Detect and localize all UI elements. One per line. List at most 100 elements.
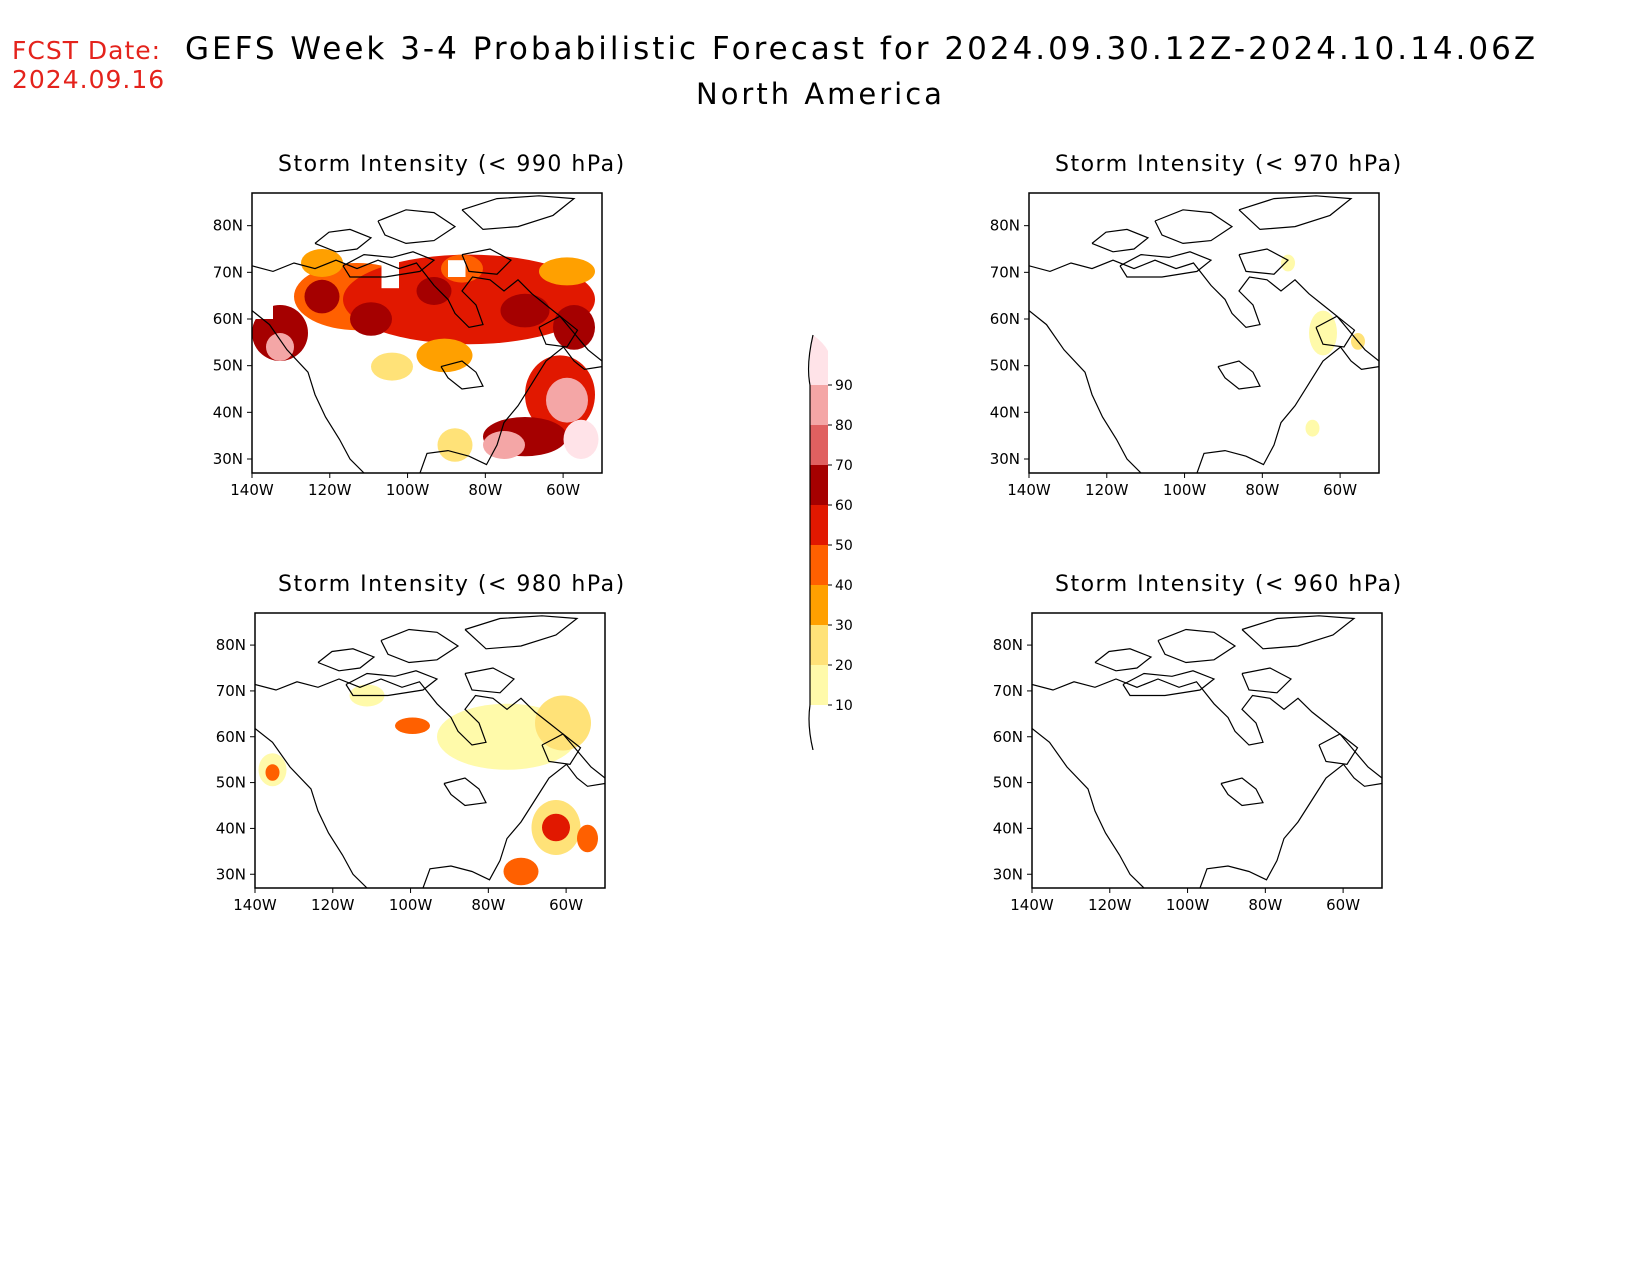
coastline — [464, 667, 516, 694]
coastline — [380, 628, 460, 664]
coastline — [461, 195, 576, 231]
coastline — [461, 248, 512, 275]
map-frame — [1028, 192, 1380, 474]
lon-tick-label: 60W — [1323, 481, 1357, 499]
colorbar-label: 10 — [835, 698, 853, 714]
lon-tick-label: 60W — [546, 481, 580, 499]
coastline — [255, 728, 368, 888]
colorbar-segment — [810, 465, 828, 505]
coastline — [1238, 248, 1289, 275]
lat-tick-label: 70N — [993, 682, 1023, 700]
coastline — [1241, 667, 1293, 694]
probability-region — [577, 824, 598, 853]
panel-title-970: Storm Intensity (< 970 hPa) — [1055, 152, 1403, 177]
lat-tick-label: 80N — [993, 636, 1023, 654]
lat-tick-label: 30N — [216, 865, 246, 883]
lat-tick-label: 60N — [213, 310, 243, 328]
lat-tick-label: 30N — [993, 865, 1023, 883]
probability-region — [500, 293, 550, 328]
fcst-date-label: FCST Date: — [12, 36, 162, 65]
lon-tick-label: 80W — [1245, 481, 1279, 499]
probability-region — [563, 419, 599, 459]
coastline — [252, 259, 602, 362]
lat-tick-label: 50N — [990, 357, 1020, 375]
lon-tick-label: 100W — [386, 481, 430, 499]
colorbar-segment — [810, 545, 828, 585]
coastline — [464, 615, 579, 650]
coastline — [443, 777, 487, 807]
probability-region — [546, 377, 588, 423]
probability-region — [304, 279, 340, 314]
lat-tick-label: 60N — [216, 728, 246, 746]
probability-region — [350, 302, 392, 336]
lat-tick-label: 60N — [990, 310, 1020, 328]
coastline — [1029, 259, 1379, 362]
coastline — [314, 228, 373, 253]
colorbar-label: 30 — [835, 618, 853, 634]
coastline — [1318, 733, 1359, 765]
probability-region — [395, 717, 430, 734]
map-frame — [1031, 612, 1383, 889]
colorbar-segment — [810, 385, 828, 425]
map-panel-990: 30N 40N 50N 60N 70N 80N 140W 120W 100W 80W 60W — [213, 192, 603, 499]
coastline — [1241, 615, 1356, 650]
coastline — [541, 733, 582, 765]
panel-title-990: Storm Intensity (< 990 hPa) — [278, 152, 626, 177]
lat-tick-label: 50N — [213, 357, 243, 375]
probability-region — [1309, 310, 1337, 356]
probability-region — [437, 428, 473, 462]
probability-region — [542, 813, 570, 842]
colorbar-segment — [810, 425, 828, 465]
coastline — [1154, 209, 1234, 245]
lat-tick-label: 80N — [990, 217, 1020, 235]
lon-tick-label: 140W — [233, 896, 277, 914]
map-frame — [254, 612, 606, 889]
colorbar-segment — [810, 335, 828, 385]
lon-tick-label: 100W — [1163, 481, 1207, 499]
coastline — [252, 310, 365, 473]
colorbar-segment — [810, 625, 828, 665]
fcst-date-value: 2024.09.16 — [12, 65, 166, 94]
colorbar-label: 20 — [835, 658, 853, 674]
lat-tick-label: 80N — [213, 217, 243, 235]
map-frame — [251, 192, 603, 474]
colorbar-segment — [810, 505, 828, 545]
coastline — [345, 670, 439, 697]
lat-tick-label: 60N — [993, 728, 1023, 746]
coastline — [255, 678, 605, 779]
lon-tick-label: 100W — [389, 896, 433, 914]
coastline — [1032, 728, 1145, 888]
probability-region — [483, 431, 525, 459]
lon-tick-label: 80W — [471, 896, 505, 914]
coastline — [1217, 360, 1261, 390]
probability-region — [416, 338, 473, 373]
coastline — [440, 360, 484, 390]
lat-tick-label: 70N — [213, 263, 243, 281]
page-title: GEFS Week 3-4 Probabilistic Forecast for… — [185, 31, 1539, 67]
lat-tick-label: 30N — [990, 450, 1020, 468]
page-subtitle: North America — [696, 77, 945, 111]
map-panel-960: 30N 40N 50N 60N 70N 80N 140W 120W 100W 80W 60W — [993, 612, 1383, 914]
probability-region — [416, 277, 452, 305]
coastline — [342, 251, 436, 278]
coastline — [422, 763, 605, 888]
lat-tick-label: 40N — [993, 819, 1023, 837]
probability-region — [265, 764, 280, 781]
coastline — [377, 209, 457, 245]
colorbar-label: 40 — [835, 578, 853, 594]
lon-tick-label: 140W — [1010, 896, 1054, 914]
lat-tick-label: 50N — [993, 774, 1023, 792]
lat-tick-label: 70N — [990, 263, 1020, 281]
coastline — [1238, 195, 1353, 231]
coastline — [538, 315, 579, 348]
map-panel-980: 30N 40N 50N 60N 70N 80N 140W 120W 100W 80W 60W — [216, 612, 606, 914]
lon-tick-label: 140W — [1007, 481, 1051, 499]
coastline — [1199, 763, 1382, 888]
lon-tick-label: 80W — [1248, 896, 1282, 914]
probability-region — [266, 333, 294, 361]
lon-tick-label: 60W — [549, 896, 583, 914]
colorbar-segment — [810, 585, 828, 625]
colorbar-label: 90 — [835, 378, 853, 394]
probability-region — [371, 352, 413, 381]
colorbar-label: 70 — [835, 458, 853, 474]
